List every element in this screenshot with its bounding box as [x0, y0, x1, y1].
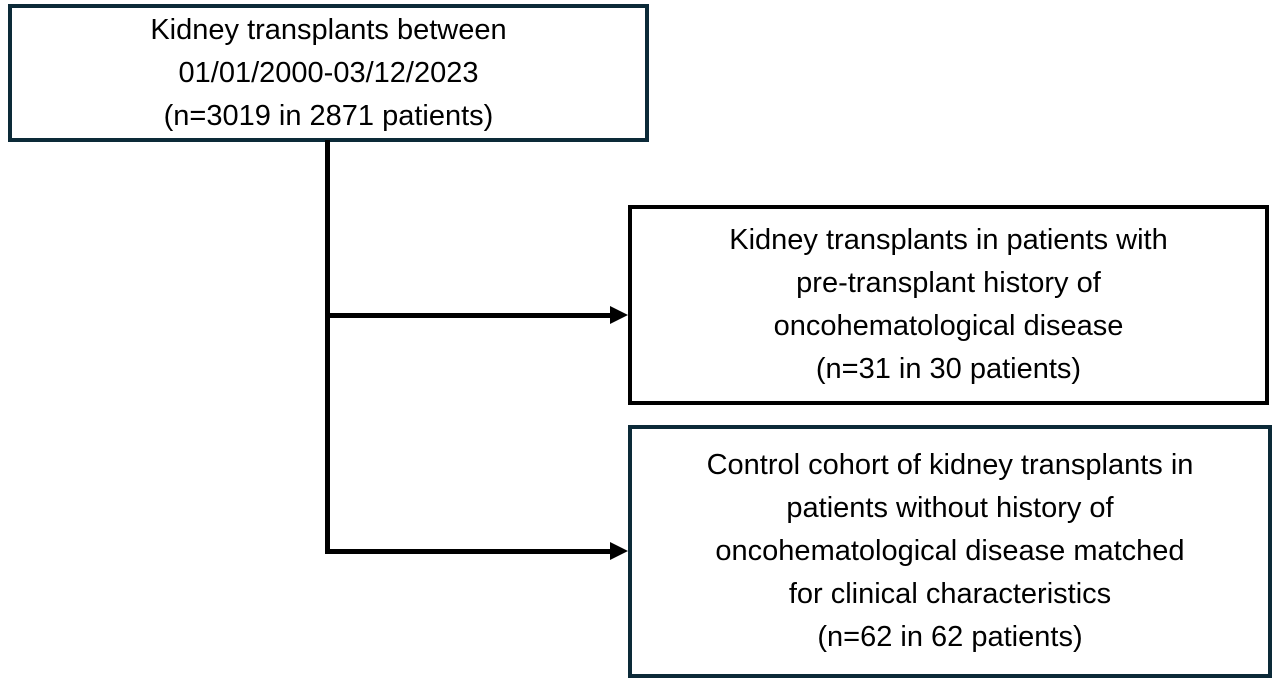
- connector-line-to-control-cohort: [325, 549, 612, 554]
- control-cohort-text: Control cohort of kidney transplants in …: [706, 449, 1194, 653]
- oncohematological-cohort-text: Kidney transplants in patients with pre-…: [729, 224, 1168, 385]
- flow-box-source-population: Kidney transplants between 01/01/2000-03…: [8, 4, 649, 142]
- connector-vertical-line: [325, 140, 330, 553]
- source-population-text: Kidney transplants between 01/01/2000-03…: [150, 13, 507, 132]
- arrow-head-icon: [610, 306, 628, 324]
- flow-box-control-cohort: Control cohort of kidney transplants in …: [628, 425, 1272, 678]
- flow-box-oncohematological-cohort: Kidney transplants in patients with pre-…: [628, 205, 1269, 405]
- connector-line-to-onco-cohort: [325, 313, 612, 318]
- arrow-head-icon: [610, 542, 628, 560]
